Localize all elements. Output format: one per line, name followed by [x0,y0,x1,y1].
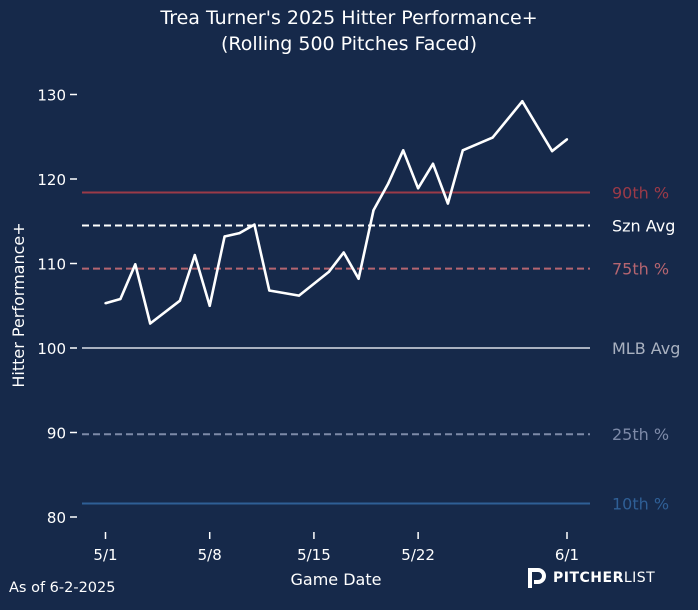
data-point-14 [357,277,360,280]
data-point-0 [104,302,107,305]
data-point-7 [223,235,226,238]
y-tick-label-120: 120 [37,171,66,189]
data-point-4 [178,299,182,302]
reference-label-5: 10th % [612,494,669,513]
data-point-2 [134,263,137,266]
x-tick-label-8: 5/8 [198,546,222,564]
x-tick-label-1: 5/1 [93,546,117,564]
y-tick-label-130: 130 [37,87,66,105]
data-point-17 [402,149,405,152]
series-line-0 [105,100,568,325]
data-point-1 [119,297,122,301]
reference-lines: 90th % Szn Avg 75th % MLB Avg 25th % 10th % [82,184,680,513]
y-tick-label-110: 110 [37,256,66,274]
reference-label-1: Szn Avg [612,216,675,235]
data-point-16 [387,182,390,185]
data-point-8 [238,231,241,235]
data-point-22 [491,136,494,139]
data-point-9 [253,223,256,226]
data-point-5 [193,253,197,257]
reference-label-2: 75th % [612,260,669,279]
reference-label-0: 90th % [612,184,669,203]
y-axis-label: Hitter Performance+ [9,222,28,387]
reference-label-4: 25th % [612,425,669,444]
chart-title-line1: Trea Turner's 2025 Hitter Performance+ [160,7,538,29]
data-point-23 [521,100,524,103]
data-point-24 [550,149,554,153]
y-tick-label-90: 90 [47,425,66,443]
data-point-19 [431,162,435,165]
chart-title-line2: (Rolling 500 Pitches Faced) [221,33,477,55]
brand-name-bold: PITCHER [553,570,624,586]
x-axis-label: Game Date [291,570,382,589]
series [104,100,569,325]
data-point-13 [342,251,345,254]
reference-label-3: MLB Avg [612,339,680,358]
data-point-6 [208,304,211,307]
data-point-3 [148,322,152,325]
chart-title: Trea Turner's 2025 Hitter Performance+ (… [0,5,698,57]
pitcherlist-p-icon [528,568,546,588]
brand-logo: PITCHERLIST [527,567,655,589]
brand-name-light: LIST [623,570,656,586]
data-point-12 [327,270,331,274]
data-point-20 [446,202,450,205]
y-tick-label-80: 80 [47,509,66,527]
data-point-10 [268,289,271,292]
y-tick-label-100: 100 [37,340,66,358]
data-point-25 [565,138,569,141]
x-tick-label-32: 6/1 [555,546,579,564]
data-point-15 [372,209,375,212]
brand-name: PITCHERLIST [553,570,655,586]
axes: 80 90 100 110 120 130 5/1 5/8 5/15 5/22 6/1 Game Da… [9,87,579,590]
data-point-18 [416,187,420,190]
x-tick-label-22: 5/22 [401,546,435,564]
as-of-date: As of 6-2-2025 [9,580,116,596]
x-tick-label-15: 5/15 [297,546,331,564]
data-point-21 [461,149,464,152]
data-point-11 [297,294,301,297]
